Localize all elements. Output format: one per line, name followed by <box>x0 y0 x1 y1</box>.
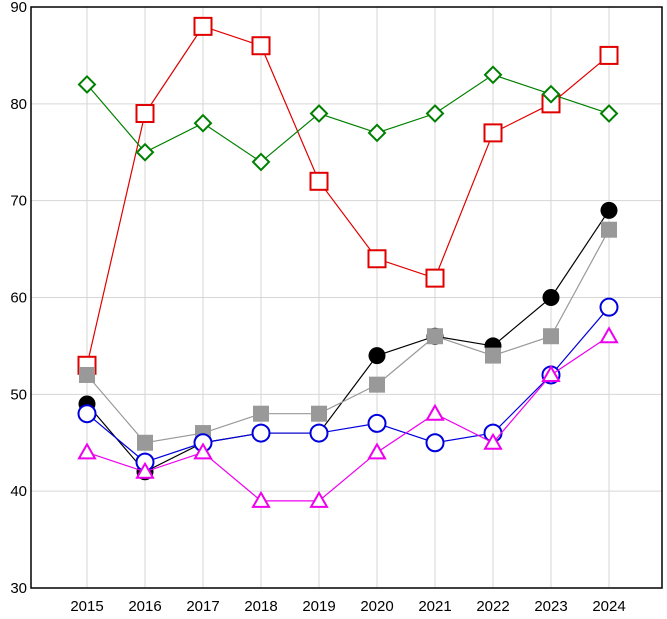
axis-labels: 30 40 50 60 70 80 90 2015 2016 2017 2018 2019 2020 20… <box>10 0 625 615</box>
series-4 <box>79 221 617 451</box>
x-tick-label: 2022 <box>476 598 509 614</box>
data-point-open-triangle <box>77 442 97 460</box>
data-point-open-circle <box>77 404 97 424</box>
x-tick-label: 2021 <box>418 598 451 614</box>
series-line <box>86 335 610 502</box>
data-point-open-square <box>367 249 387 269</box>
data-point-open-diamond <box>541 84 561 104</box>
data-point-open-square <box>309 171 329 191</box>
data-point-open-square <box>193 16 213 36</box>
data-point-filled-square <box>485 347 501 364</box>
data-point-open-triangle <box>367 442 387 460</box>
x-tick-label: 2015 <box>70 598 103 614</box>
data-point-open-diamond <box>483 65 503 85</box>
y-tick-label: 30 <box>10 580 27 597</box>
data-point-open-circle <box>251 423 271 443</box>
x-tick-label: 2020 <box>360 598 393 614</box>
data-point-filled-circle <box>542 289 560 306</box>
data-point-open-diamond <box>77 75 97 94</box>
data-point-filled-square <box>427 328 443 345</box>
x-tick-label: 2023 <box>534 598 567 614</box>
data-point-filled-square <box>369 376 385 393</box>
series-1 <box>77 16 619 375</box>
data-point-open-diamond <box>599 104 619 123</box>
data-point-open-triangle <box>483 432 503 450</box>
data-point-filled-circle <box>368 347 386 365</box>
data-point-open-diamond <box>309 104 329 123</box>
series-line <box>86 25 610 366</box>
series-line <box>86 229 610 444</box>
y-tick-label: 80 <box>10 96 27 113</box>
x-tick-label: 2018 <box>244 598 277 614</box>
y-tick-label: 60 <box>10 290 27 307</box>
data-point-open-triangle <box>135 461 155 479</box>
series-5 <box>77 297 619 472</box>
data-point-open-square <box>483 123 503 143</box>
grid <box>31 7 662 588</box>
data-point-filled-square <box>79 366 95 383</box>
data-point-open-diamond <box>193 113 213 133</box>
data-point-open-diamond <box>135 142 155 162</box>
data-point-open-triangle <box>193 442 213 460</box>
data-point-open-diamond <box>367 123 387 143</box>
x-tick-label: 2016 <box>128 598 161 614</box>
y-tick-label: 90 <box>10 0 27 16</box>
series-line <box>86 306 610 463</box>
data-point-open-diamond <box>251 152 271 172</box>
data-point-open-triangle <box>251 490 271 508</box>
data-point-open-circle <box>367 413 387 433</box>
series-2 <box>77 65 619 172</box>
data-point-open-diamond <box>425 104 445 123</box>
x-tick-label: 2024 <box>592 598 625 614</box>
data-point-open-square <box>425 268 445 288</box>
data-point-open-circle <box>599 297 619 317</box>
data-point-open-circle <box>425 433 445 453</box>
data-point-open-triangle <box>309 490 329 508</box>
data-point-filled-square <box>543 328 559 345</box>
data-point-open-circle <box>309 423 329 443</box>
data-point-open-triangle <box>541 364 561 382</box>
data-point-open-triangle <box>599 326 619 344</box>
x-tick-label: 2017 <box>186 598 219 614</box>
data-point-filled-square <box>311 405 327 422</box>
series-line <box>86 74 610 163</box>
data-point-filled-circle <box>600 201 618 219</box>
data-point-filled-square <box>601 221 617 238</box>
y-tick-label: 50 <box>10 386 27 403</box>
y-tick-label: 70 <box>10 193 27 210</box>
data-point-filled-square <box>253 405 269 422</box>
data-point-open-square <box>599 45 619 65</box>
plot-frame <box>30 6 663 589</box>
data-point-open-square <box>135 104 155 124</box>
series-6 <box>77 326 619 508</box>
x-tick-label: 2019 <box>302 598 335 614</box>
series-layer <box>77 16 619 508</box>
data-point-open-triangle <box>425 403 445 421</box>
data-point-open-square <box>251 36 271 56</box>
y-tick-label: 40 <box>10 483 27 500</box>
series-line <box>86 210 610 473</box>
data-point-filled-square <box>137 434 153 451</box>
